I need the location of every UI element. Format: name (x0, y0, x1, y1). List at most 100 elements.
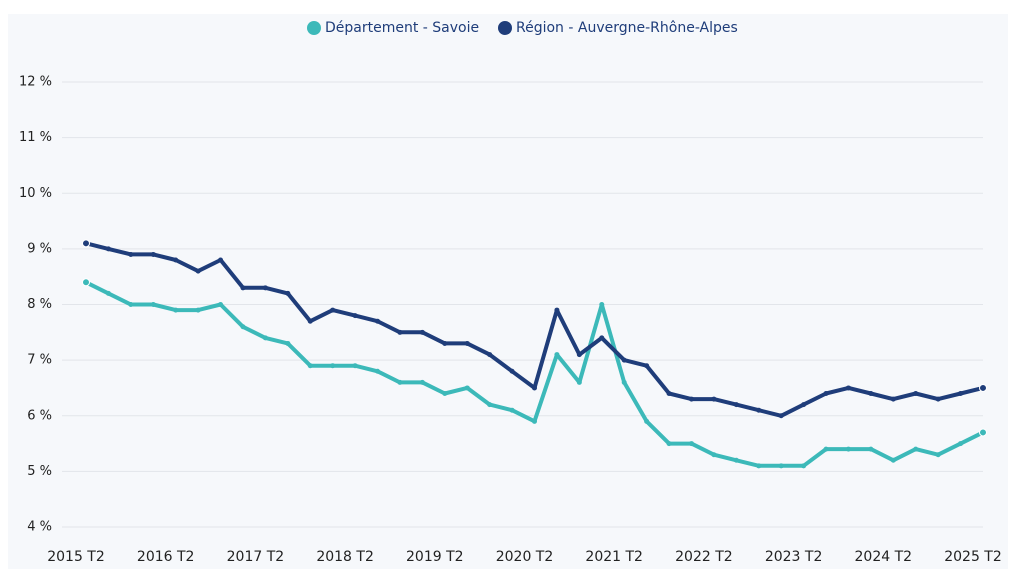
legend-swatch (498, 21, 512, 35)
data-point (509, 368, 515, 374)
data-point (801, 402, 807, 408)
data-point (756, 463, 762, 469)
data-point (845, 385, 851, 391)
data-point (442, 391, 448, 396)
data-point (150, 251, 156, 257)
data-point (711, 452, 717, 458)
data-point (845, 446, 851, 452)
y-tick-label: 8 % (27, 297, 52, 312)
data-point (823, 446, 829, 452)
data-point (890, 457, 896, 463)
data-point (82, 239, 90, 248)
data-point (733, 402, 739, 408)
x-tick-label: 2018 T2 (316, 549, 374, 565)
data-point (195, 307, 201, 313)
data-point (105, 290, 111, 296)
data-point (509, 407, 515, 413)
data-point (979, 428, 987, 437)
data-point (868, 391, 874, 396)
y-tick-label: 5 % (27, 464, 52, 479)
data-point (375, 368, 381, 374)
data-point (240, 285, 246, 291)
data-point (397, 329, 403, 335)
data-point (890, 396, 896, 402)
data-point (173, 307, 179, 313)
y-tick-label: 6 % (27, 408, 52, 423)
data-point (935, 452, 941, 458)
x-tick-label: 2024 T2 (855, 549, 913, 565)
data-point (442, 340, 448, 346)
data-point (711, 396, 717, 402)
data-point (644, 418, 650, 424)
data-point (352, 363, 358, 369)
data-point (778, 463, 784, 469)
data-point (330, 307, 336, 313)
data-point (778, 413, 784, 419)
data-point (913, 446, 919, 452)
data-point (958, 441, 964, 447)
x-tick-label: 2025 T2 (944, 549, 1002, 565)
x-tick-label: 2015 T2 (47, 549, 105, 565)
data-point (307, 363, 313, 369)
data-point (823, 391, 829, 396)
x-tick-label: 2023 T2 (765, 549, 823, 565)
y-tick-label: 9 % (27, 241, 52, 256)
data-point (621, 357, 627, 363)
data-point (868, 446, 874, 452)
data-point (262, 335, 268, 341)
data-point (419, 329, 425, 335)
data-point (688, 396, 694, 402)
x-tick-label: 2021 T2 (585, 549, 643, 565)
data-point (218, 302, 224, 307)
data-point (621, 379, 627, 385)
data-point (397, 379, 403, 385)
data-point (128, 251, 134, 257)
data-point (82, 278, 90, 287)
y-tick-label: 4 % (27, 520, 52, 535)
data-point (801, 463, 807, 469)
data-point (554, 307, 560, 313)
data-point (487, 352, 493, 358)
data-point (576, 379, 582, 385)
data-point (419, 379, 425, 385)
data-point (285, 340, 291, 346)
y-tick-label: 11 % (19, 130, 52, 145)
data-point (599, 302, 605, 307)
data-point (666, 441, 672, 447)
legend-label: Département - Savoie (325, 20, 479, 36)
data-point (913, 391, 919, 396)
data-point (487, 402, 493, 408)
legend-swatch (307, 21, 321, 35)
data-point (240, 324, 246, 330)
data-point (532, 418, 537, 424)
data-point (375, 318, 381, 324)
data-point (262, 285, 268, 291)
data-point (756, 407, 762, 413)
x-tick-label: 2016 T2 (137, 549, 195, 565)
data-point (464, 340, 470, 346)
x-tick-label: 2019 T2 (406, 549, 464, 565)
data-point (979, 383, 987, 392)
y-tick-label: 7 % (27, 353, 52, 368)
data-point (464, 385, 470, 391)
x-tick-label: 2022 T2 (675, 549, 733, 565)
data-point (644, 363, 650, 369)
data-point (733, 457, 739, 463)
data-point (218, 257, 224, 263)
data-point (532, 385, 537, 391)
data-point (128, 302, 134, 307)
plot-background (8, 14, 1008, 569)
data-point (285, 290, 291, 296)
data-point (307, 318, 313, 324)
data-point (330, 363, 336, 369)
x-tick-label: 2020 T2 (496, 549, 554, 565)
x-tick-label: 2017 T2 (227, 549, 285, 565)
data-point (935, 396, 941, 402)
data-point (150, 302, 156, 307)
data-point (195, 268, 201, 274)
data-point (173, 257, 179, 263)
y-tick-label: 10 % (19, 186, 52, 201)
data-point (576, 352, 582, 358)
data-point (599, 335, 605, 341)
